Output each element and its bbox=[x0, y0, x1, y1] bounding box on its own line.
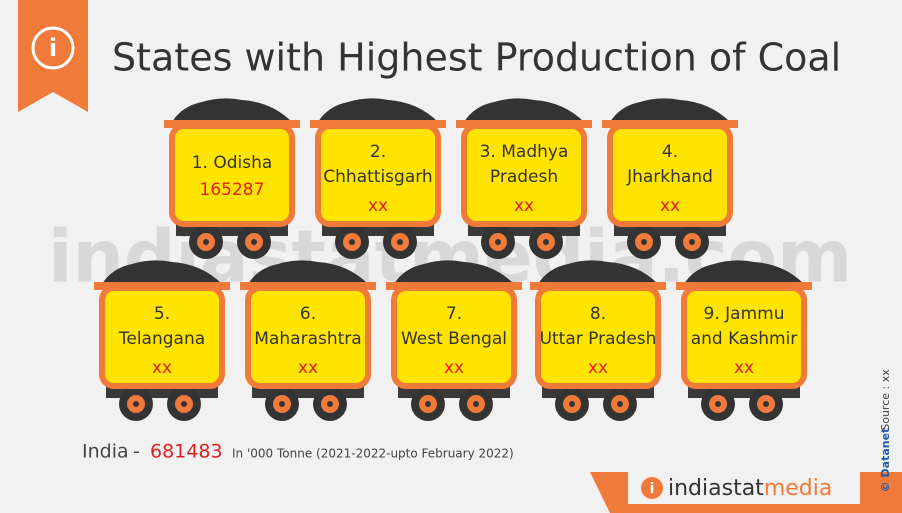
state-label: West Bengal bbox=[401, 329, 507, 349]
wheel-axle bbox=[689, 239, 695, 245]
cart-rim bbox=[602, 120, 738, 128]
wheel-axle bbox=[279, 401, 285, 407]
unit-note: In '000 Tonne (2021-2022-upto February 2… bbox=[232, 447, 514, 461]
logo-icon bbox=[641, 477, 663, 499]
cart-rim bbox=[386, 282, 522, 290]
carts: 1. Odisha 165287 2. Chhattisgarh xx 3. Madhya… bbox=[94, 98, 812, 421]
coal bbox=[684, 260, 804, 284]
wheel-axle bbox=[763, 401, 769, 407]
cart-rim bbox=[94, 282, 230, 290]
wheel-axle bbox=[327, 401, 333, 407]
cart-rim bbox=[530, 282, 666, 290]
wheel-axle bbox=[349, 239, 355, 245]
value: 165287 bbox=[200, 180, 265, 200]
state-label: 4. bbox=[662, 142, 678, 162]
wheel-axle bbox=[543, 239, 549, 245]
info-icon-glyph: i bbox=[49, 34, 57, 62]
coal bbox=[248, 260, 368, 284]
footer-total: 681483 bbox=[150, 441, 223, 463]
cart-rim bbox=[310, 120, 446, 128]
logo-box bbox=[628, 472, 860, 504]
source: Source : xx bbox=[879, 369, 892, 431]
state-label: Uttar Pradesh bbox=[540, 329, 657, 349]
cart-rim bbox=[240, 282, 376, 290]
cart-body bbox=[169, 123, 295, 227]
cart-rim bbox=[676, 282, 812, 290]
wheel-axle bbox=[617, 401, 623, 407]
state-label: and Kashmir bbox=[691, 329, 798, 349]
coal bbox=[538, 260, 658, 284]
info-icon bbox=[31, 26, 75, 70]
title: States with Highest Production of Coal bbox=[112, 36, 841, 80]
value: xx bbox=[444, 358, 464, 378]
state-label: Jharkhand bbox=[626, 167, 713, 187]
state-label: 8. bbox=[590, 304, 606, 324]
state-label: 6. bbox=[300, 304, 316, 324]
value: xx bbox=[298, 358, 318, 378]
coal bbox=[394, 260, 514, 284]
copyright: © Datanet bbox=[879, 428, 892, 493]
state-label: Maharashtra bbox=[254, 329, 361, 349]
footer-dash: - bbox=[133, 441, 140, 463]
wheel-axle bbox=[133, 401, 139, 407]
wheel-axle bbox=[495, 239, 501, 245]
coal bbox=[172, 98, 292, 122]
cart-rim bbox=[164, 120, 300, 128]
wheel-axle bbox=[473, 401, 479, 407]
wheel-axle bbox=[181, 401, 187, 407]
state-label: Telangana bbox=[118, 329, 205, 349]
value: xx bbox=[734, 358, 754, 378]
value: xx bbox=[588, 358, 608, 378]
info-tab bbox=[18, 0, 88, 112]
value: xx bbox=[368, 196, 388, 216]
state-label: Chhattisgarh bbox=[323, 167, 432, 187]
footer-country: India bbox=[82, 441, 129, 463]
value: xx bbox=[514, 196, 534, 216]
wheel-axle bbox=[569, 401, 575, 407]
logo: indiastatmedia bbox=[668, 476, 832, 501]
coal bbox=[102, 260, 222, 284]
state-label: 5. bbox=[154, 304, 170, 324]
state-label: 1. Odisha bbox=[192, 153, 273, 173]
state-label: Pradesh bbox=[490, 167, 558, 187]
wheel-axle bbox=[715, 401, 721, 407]
wheel-axle bbox=[203, 239, 209, 245]
wheel-axle bbox=[251, 239, 257, 245]
coal bbox=[464, 98, 584, 122]
logo-part2: media bbox=[764, 476, 833, 501]
logo-icon-glyph: i bbox=[650, 481, 655, 497]
wheel-axle bbox=[641, 239, 647, 245]
coal bbox=[610, 98, 730, 122]
wheel-axle bbox=[397, 239, 403, 245]
value: xx bbox=[660, 196, 680, 216]
value: xx bbox=[152, 358, 172, 378]
logo-part1: indiastat bbox=[668, 476, 764, 501]
state-label: 2. bbox=[370, 142, 386, 162]
state-label: 7. bbox=[446, 304, 462, 324]
state-label: 9. Jammu bbox=[704, 304, 785, 324]
wheel-axle bbox=[425, 401, 431, 407]
cart-rim bbox=[456, 120, 592, 128]
state-label: 3. Madhya bbox=[480, 142, 569, 162]
coal bbox=[318, 98, 438, 122]
